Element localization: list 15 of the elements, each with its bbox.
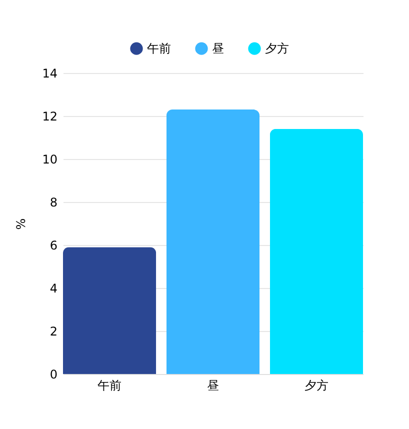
x-tick-label: 夕方 <box>304 378 328 392</box>
legend-label: 夕方 <box>265 42 289 56</box>
y-tick-label: 6 <box>50 238 58 252</box>
y-tick-label: 10 <box>42 152 58 166</box>
y-axis-title: % <box>14 218 28 230</box>
legend-label: 昼 <box>212 42 224 56</box>
x-tick-label: 昼 <box>207 378 219 392</box>
y-tick-label: 14 <box>42 66 58 80</box>
y-tick-label: 2 <box>50 324 58 338</box>
y-tick-label: 8 <box>50 196 58 210</box>
y-tick-label: 12 <box>42 110 58 124</box>
legend-label: 午前 <box>147 42 171 56</box>
y-tick-label: 0 <box>50 368 58 382</box>
y-tick-label: 4 <box>50 282 58 296</box>
x-tick-label: 午前 <box>98 378 122 392</box>
